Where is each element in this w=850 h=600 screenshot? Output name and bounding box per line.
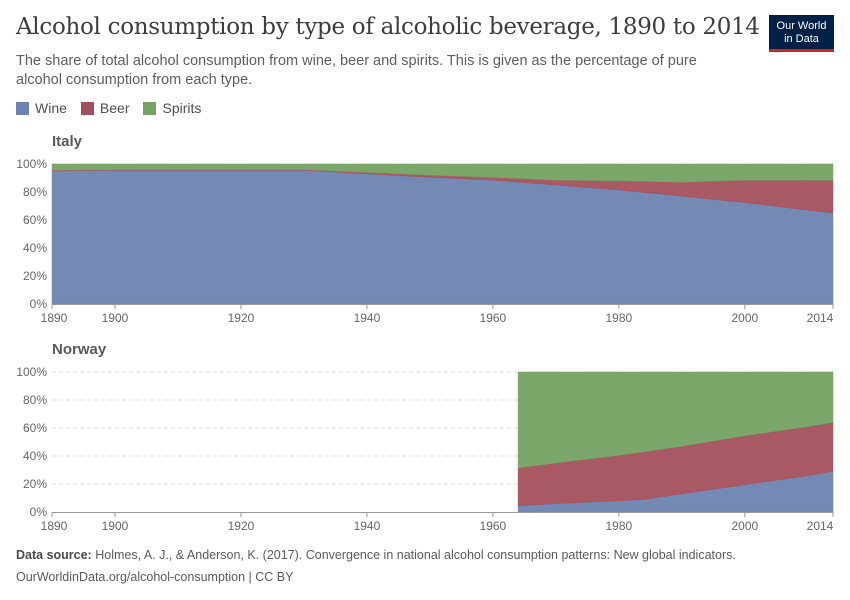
y-tick-label-italy-40: 40% (23, 241, 47, 255)
x-tick-label-italy-1940: 1940 (354, 311, 381, 325)
y-tick-label-norway-0: 0% (30, 505, 48, 519)
y-tick-label-italy-60: 60% (23, 213, 47, 227)
y-tick-label-norway-20: 20% (23, 477, 47, 491)
x-tick-label-italy-2014: 2014 (807, 311, 834, 325)
legend-item-wine[interactable]: Wine (16, 100, 67, 116)
owid-logo[interactable]: Our World in Data (769, 15, 834, 52)
y-tick-label-italy-20: 20% (23, 269, 47, 283)
y-tick-label-norway-80: 80% (23, 393, 47, 407)
x-tick-label-norway-1920: 1920 (228, 519, 255, 533)
y-tick-label-norway-40: 40% (23, 449, 47, 463)
x-tick-label-italy-2000: 2000 (731, 311, 758, 325)
x-tick-label-norway-1890: 1890 (41, 519, 68, 533)
x-tick-label-italy-1980: 1980 (606, 311, 633, 325)
area-norway-spirits (517, 371, 834, 469)
legend-item-beer[interactable]: Beer (80, 100, 130, 116)
legend-swatch-wine (16, 101, 29, 115)
legend-label-spirits: Spirits (162, 100, 202, 116)
area-italy-spirits (51, 163, 834, 183)
x-tick-label-italy-1920: 1920 (228, 311, 255, 325)
source-text: Holmes, A. J., & Anderson, K. (2017). Co… (95, 548, 736, 562)
y-tick-label-norway-60: 60% (23, 421, 47, 435)
x-tick-label-italy-1900: 1900 (102, 311, 129, 325)
panel-title-italy: Italy (52, 133, 83, 150)
legend-swatch-beer (80, 101, 94, 115)
panel-title-norway: Norway (52, 341, 107, 358)
logo-line-1: Our World (776, 20, 827, 32)
footer-source: Data source: Holmes, A. J., & Anderson, … (16, 548, 736, 562)
x-tick-label-norway-1900: 1900 (102, 519, 129, 533)
legend: Wine Beer Spirits (16, 100, 201, 116)
logo-line-2: in Data (784, 33, 819, 45)
x-tick-label-norway-1940: 1940 (354, 519, 381, 533)
x-tick-label-norway-2000: 2000 (731, 519, 758, 533)
source-label: Data source: (16, 548, 92, 562)
footer-url[interactable]: OurWorldinData.org/alcohol-consumption |… (16, 570, 294, 584)
y-tick-label-norway-100: 100% (16, 365, 47, 379)
legend-label-wine: Wine (35, 100, 67, 116)
legend-swatch-spirits (143, 101, 157, 115)
legend-item-spirits[interactable]: Spirits (143, 100, 201, 116)
x-tick-label-norway-1980: 1980 (606, 519, 633, 533)
y-tick-label-italy-80: 80% (23, 185, 47, 199)
x-tick-label-norway-2014: 2014 (807, 519, 834, 533)
chart-subtitle: The share of total alcohol consumption f… (16, 53, 697, 88)
x-tick-label-italy-1960: 1960 (480, 311, 507, 325)
x-tick-label-norway-1960: 1960 (480, 519, 507, 533)
y-tick-label-italy-100: 100% (16, 157, 47, 171)
chart-title: Alcohol consumption by type of alcoholic… (16, 14, 760, 40)
x-tick-label-italy-1890: 1890 (41, 311, 68, 325)
legend-label-beer: Beer (99, 100, 130, 116)
y-tick-label-italy-0: 0% (30, 297, 48, 311)
